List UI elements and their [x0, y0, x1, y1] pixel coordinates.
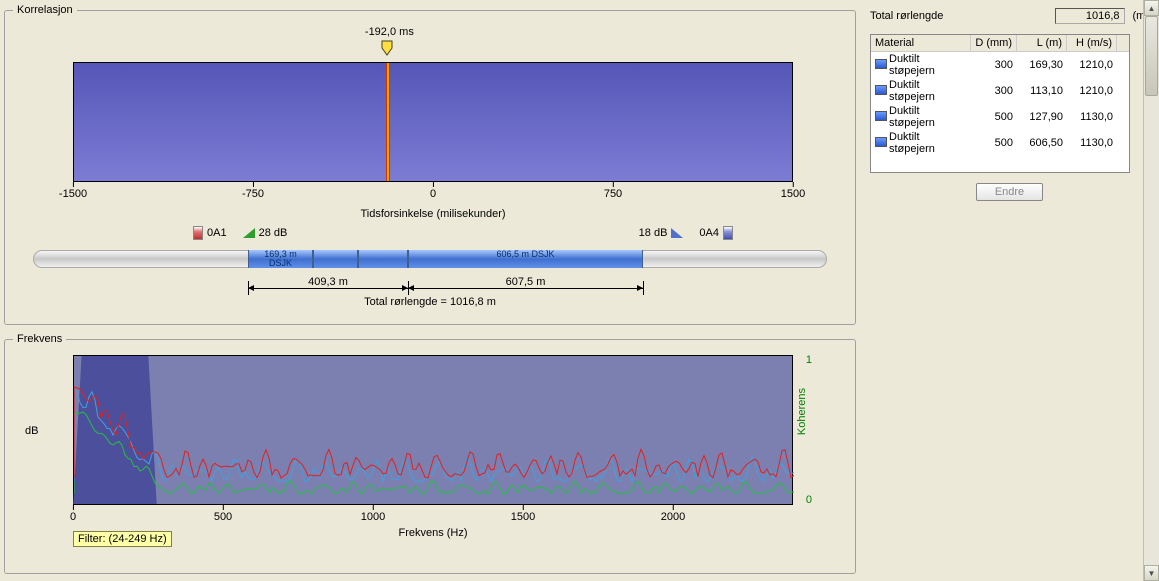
- col-material[interactable]: Material: [871, 35, 971, 51]
- x-tick: 0: [70, 505, 76, 523]
- frequency-traces: [74, 356, 794, 506]
- x-tick: 1000: [361, 505, 385, 523]
- correlation-panel: Korrelasjon -192,0 ms -1500-75007501500 …: [4, 4, 856, 325]
- frequency-x-axis: 0 500 1000 1500 2000: [73, 505, 793, 531]
- table-row[interactable]: Duktilt støpejern300113,101210,0: [871, 78, 1129, 104]
- x-tick: -750: [242, 182, 264, 200]
- table-row[interactable]: Duktilt støpejern300169,301210,0: [871, 52, 1129, 78]
- dim-right: 607,5 m: [504, 276, 548, 288]
- frequency-y-right-label: Koherens: [796, 388, 808, 435]
- scroll-down-button[interactable]: ▼: [1144, 565, 1159, 581]
- material-table[interactable]: Material D (mm) L (m) H (m/s) Duktilt st…: [870, 34, 1130, 173]
- sensor-a-name: 0A1: [207, 227, 227, 239]
- pipe-segment: [313, 250, 358, 268]
- pipe-total-label: Total rørlengde = 1016,8 m: [73, 296, 787, 308]
- x-tick: 500: [214, 505, 232, 523]
- pipe-segment: 606,5 m DSJK: [408, 250, 643, 268]
- coherence-tick-1: 1: [806, 354, 812, 366]
- table-row[interactable]: Duktilt støpejern500127,901130,0: [871, 104, 1129, 130]
- total-length-row: Total rørlengde 1016,8 (m): [870, 8, 1149, 24]
- sensor-b-icon: [723, 226, 733, 240]
- x-tick: 1500: [511, 505, 535, 523]
- vertical-scrollbar[interactable]: ▲ ▼: [1143, 0, 1159, 581]
- sensor-a-icon: [193, 226, 203, 240]
- table-row[interactable]: Duktilt støpejern500606,501130,0: [871, 130, 1129, 156]
- correlation-marker-icon[interactable]: [381, 40, 393, 56]
- filter-readout: Filter: (24-249 Hz): [73, 531, 172, 547]
- frequency-legend: Frekvens: [13, 333, 66, 345]
- x-tick: 750: [604, 182, 622, 200]
- frequency-y-left-label: dB: [25, 425, 38, 437]
- correlation-legend: Korrelasjon: [13, 4, 77, 16]
- correlation-x-axis: -1500-75007501500: [73, 182, 793, 212]
- x-tick: 1500: [781, 182, 805, 200]
- scroll-thumb[interactable]: [1145, 16, 1158, 96]
- pipe-segment: 169,3 mDSJK: [248, 250, 313, 268]
- correlation-spike: [386, 63, 390, 181]
- x-tick: 2000: [661, 505, 685, 523]
- pipe-diagram: 169,3 mDSJK 606,5 m DSJK 409,3 m 607,5 m T…: [73, 250, 787, 320]
- sensor-b-name: 0A4: [699, 227, 719, 239]
- sensor-a-gain: 28 dB: [259, 227, 288, 239]
- frequency-chart[interactable]: 1 0 Koherens: [73, 355, 793, 505]
- sensor-b-gain: 18 dB: [639, 227, 668, 239]
- total-length-value: 1016,8: [1055, 8, 1125, 24]
- correlation-chart[interactable]: [73, 62, 793, 182]
- table-header: Material D (mm) L (m) H (m/s): [871, 35, 1129, 52]
- gain-b-icon: [671, 228, 683, 238]
- correlation-marker-label: -192,0 ms: [365, 26, 414, 38]
- sensor-a-info: 0A1 28 dB: [193, 226, 287, 240]
- coherence-tick-0: 0: [806, 494, 812, 506]
- scroll-up-button[interactable]: ▲: [1144, 0, 1159, 16]
- dim-left: 409,3 m: [306, 276, 350, 288]
- x-tick: 0: [430, 182, 436, 200]
- filter-band: [73, 356, 157, 504]
- total-length-label: Total rørlengde: [870, 10, 943, 22]
- col-diameter[interactable]: D (mm): [971, 35, 1017, 51]
- sensor-b-info: 18 dB 0A4: [639, 226, 733, 240]
- pipe-segment: [358, 250, 408, 268]
- x-tick: -1500: [59, 182, 87, 200]
- gain-a-icon: [243, 228, 255, 238]
- col-length[interactable]: L (m): [1017, 35, 1067, 51]
- edit-button[interactable]: Endre: [976, 183, 1043, 201]
- frequency-panel: Frekvens dB 1 0 Koherens 0 500 1000 1500 200…: [4, 333, 856, 574]
- col-speed[interactable]: H (m/s): [1067, 35, 1117, 51]
